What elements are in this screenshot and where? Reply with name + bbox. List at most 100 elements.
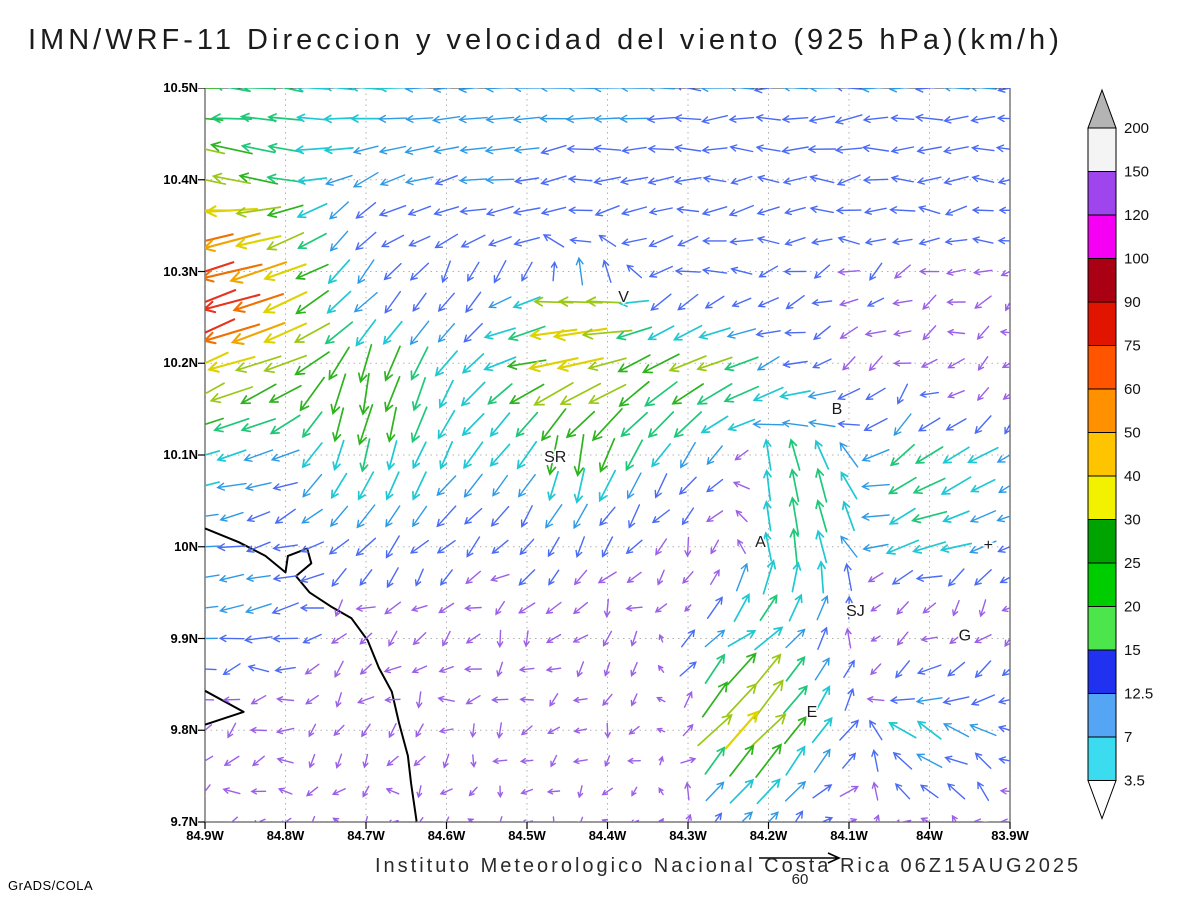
coastline-segment [205,527,418,822]
wind-arrow [767,811,779,822]
wind-arrow [944,237,968,246]
wind-arrow [385,471,400,501]
wind-arrow [601,818,610,822]
wind-arrow [205,481,220,487]
colorbar-band [1087,649,1117,694]
wind-arrow [864,330,887,337]
wind-arrow [654,473,668,499]
wind-arrow [332,407,345,443]
wind-arrow [352,172,379,188]
wind-arrow [483,327,516,340]
wind-arrow [205,178,227,185]
wind-arrow [697,713,733,747]
wind-arrow [325,88,355,92]
wind-arrow [529,328,578,341]
wind-arrow [917,205,941,215]
wind-arrow [677,293,699,311]
wind-arrow [603,662,611,677]
wind-arrow [735,509,748,523]
wind-arrow [619,114,649,123]
wind-arrow [223,755,240,766]
wind-arrow [328,346,350,381]
wind-arrow [518,602,536,614]
wind-arrow [873,814,880,822]
wind-arrow [209,386,254,404]
wind-arrow [412,441,427,470]
wind-arrow [489,412,511,438]
wind-arrow [572,634,589,643]
wind-arrow [627,757,641,764]
wind-arrow [844,687,855,711]
wind-arrow [404,88,431,93]
wind-arrow [205,724,213,732]
wind-arrow [997,237,1010,245]
wind-arrow [540,175,567,186]
wind-arrow [593,144,622,153]
lat-tick-label: 9.8N [170,722,198,738]
wind-arrow [205,545,220,548]
wind-arrow [734,449,749,461]
wind-arrow [977,356,989,371]
wind-arrow [550,260,558,282]
wind-arrow [839,719,860,741]
wind-arrow [324,174,353,186]
wind-arrow [915,574,943,582]
station-label: E [807,704,818,721]
wind-arrow [362,785,370,798]
wind-arrow [647,325,675,341]
wind-arrow [468,786,478,797]
wind-arrow [335,753,343,769]
wind-arrow [648,235,674,248]
wind-arrow [698,327,731,340]
wind-arrow [573,569,588,586]
wind-arrow [814,657,830,681]
wind-arrow [218,573,245,583]
wind-arrow [893,360,912,367]
wind-arrow [658,817,664,822]
colorbar-tick-label: 150 [1124,164,1149,181]
wind-arrow [359,663,372,675]
wind-arrow [268,384,302,403]
wind-arrow [762,531,773,562]
wind-arrow [621,237,647,246]
wind-arrow [240,418,276,433]
wind-arrow [809,174,835,184]
wind-arrow [493,260,507,284]
wind-arrow [565,410,596,439]
wind-arrow [888,507,916,525]
wind-arrow [617,354,651,373]
wind-arrow [329,505,349,528]
wind-arrow [723,356,759,372]
wind-arrow [559,382,602,406]
wind-arrow [384,601,402,615]
wind-arrow [684,536,692,558]
wind-arrow [757,297,779,308]
wind-arrow [681,629,696,648]
wind-arrow [997,88,1010,93]
wind-arrow [976,325,990,340]
wind-arrow [357,344,373,384]
wind-arrow [439,569,453,586]
wind-arrow [388,722,397,739]
wind-arrow [868,355,883,372]
wind-arrow [409,320,430,346]
wind-arrow [841,500,855,532]
wind-arrow [458,115,488,124]
wind-arrow [783,88,808,92]
wind-arrow [507,325,546,342]
wind-arrow [545,504,563,529]
colorbar-tick-label: 15 [1124,642,1141,659]
wind-arrow [205,417,224,426]
wind-arrow [918,237,940,246]
wind-arrow [262,291,308,314]
wind-arrow [465,695,481,705]
wind-arrow [942,146,969,155]
wind-arrow [322,114,355,124]
wind-arrow [922,294,937,310]
wind-arrow [238,172,279,185]
wind-arrow [485,88,514,93]
wind-arrow [205,148,226,155]
wind-arrow [294,351,330,376]
lon-tick-label: 84.6W [427,828,466,843]
wind-arrow [359,438,371,473]
